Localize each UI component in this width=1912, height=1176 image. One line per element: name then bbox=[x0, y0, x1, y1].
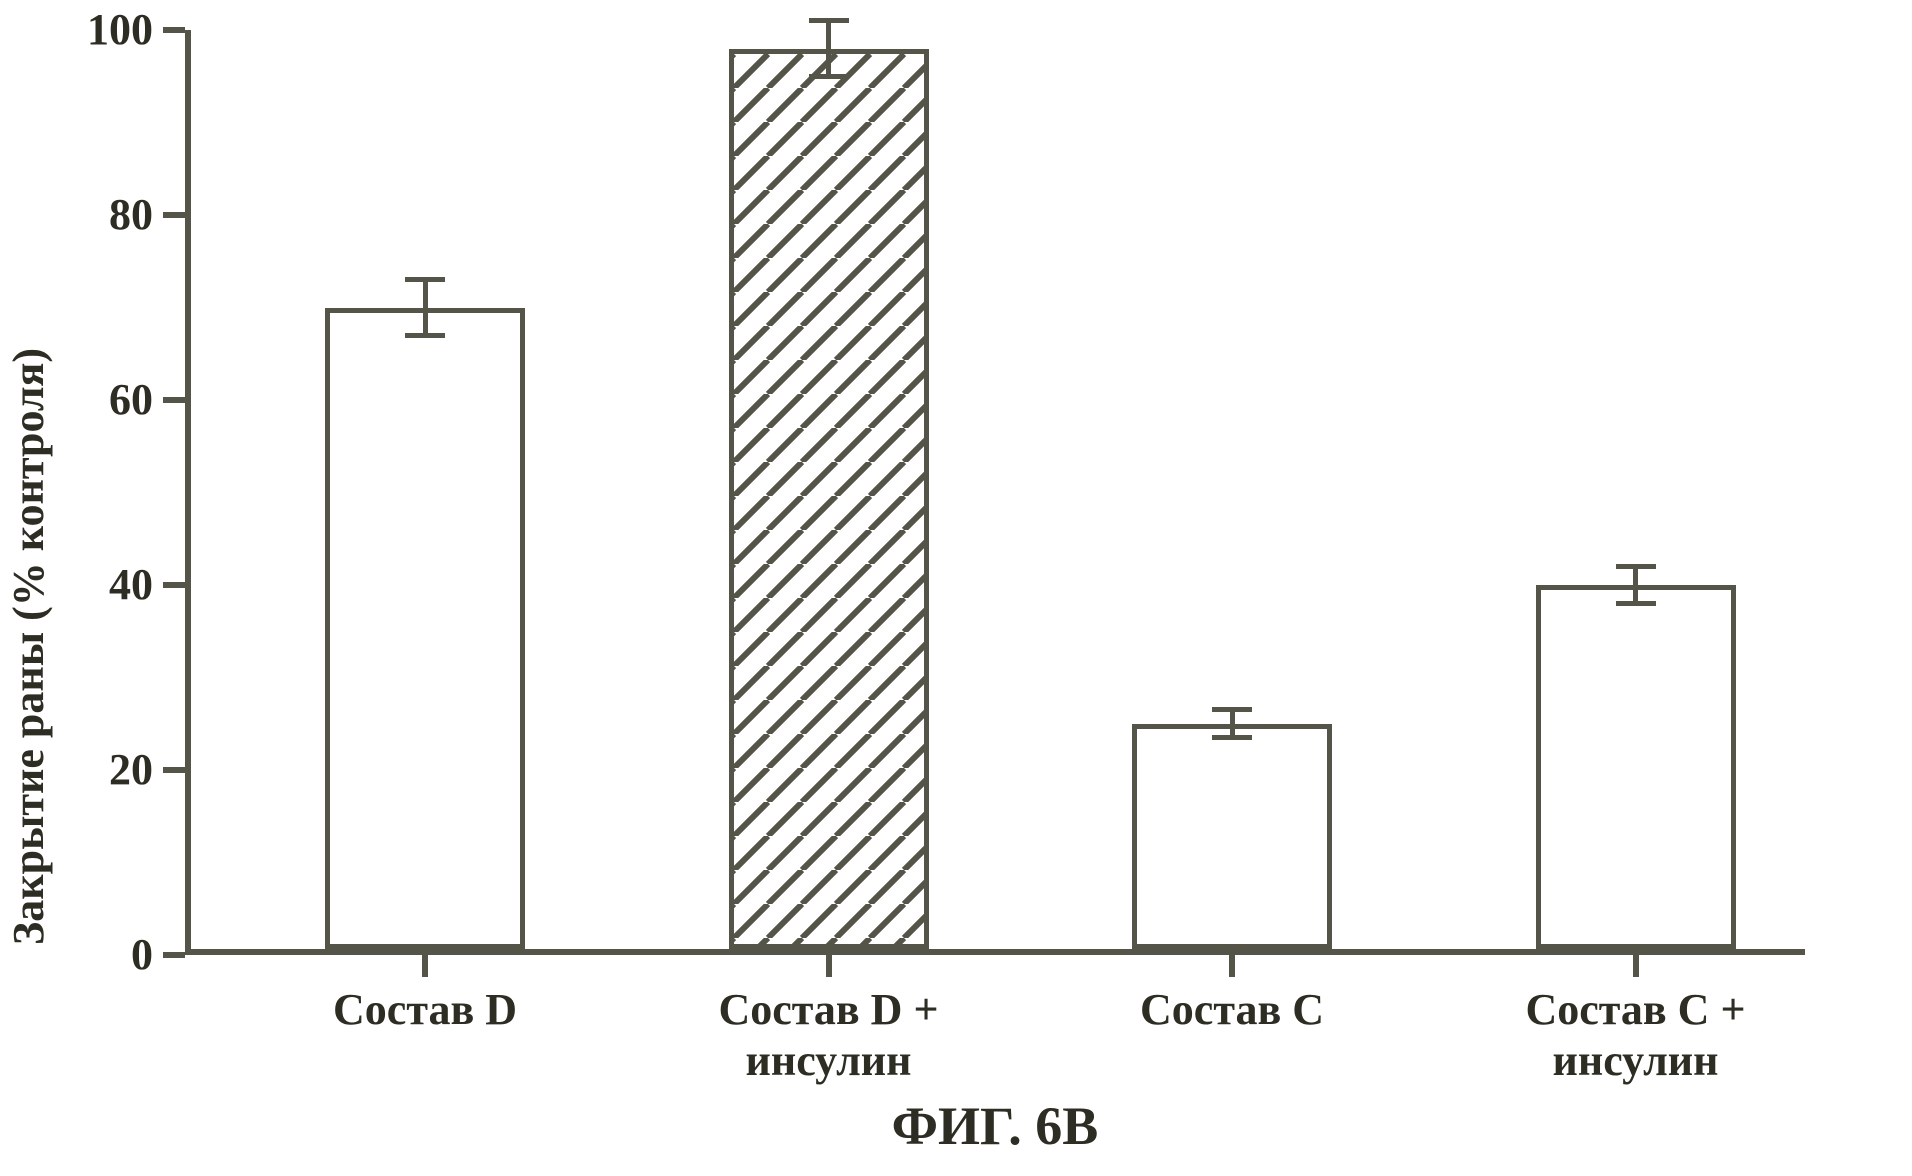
y-tick-label: 60 bbox=[53, 374, 153, 425]
x-tick bbox=[826, 955, 832, 977]
y-tick bbox=[163, 27, 185, 33]
bar bbox=[325, 308, 525, 950]
chart-container: Закрытие раны (% контроля) ФИГ. 6B 0 20 40… bbox=[0, 0, 1912, 1176]
error-bar bbox=[826, 21, 831, 77]
error-cap bbox=[809, 18, 849, 23]
error-cap bbox=[809, 74, 849, 79]
y-tick bbox=[163, 952, 185, 958]
bar bbox=[729, 49, 929, 950]
x-tick bbox=[1229, 955, 1235, 977]
error-bar bbox=[1230, 710, 1235, 738]
bar bbox=[1536, 585, 1736, 949]
x-axis-label: Состав D +инсулин bbox=[649, 985, 1009, 1086]
y-tick-label: 0 bbox=[53, 929, 153, 980]
y-tick-label: 20 bbox=[53, 744, 153, 795]
x-tick bbox=[422, 955, 428, 977]
y-tick-label: 40 bbox=[53, 559, 153, 610]
x-axis-label: Состав C +инсулин bbox=[1456, 985, 1816, 1086]
error-cap bbox=[1616, 601, 1656, 606]
error-bar bbox=[1633, 567, 1638, 604]
y-tick-label: 100 bbox=[53, 4, 153, 55]
y-tick-label: 80 bbox=[53, 189, 153, 240]
x-axis-label: Состав C bbox=[1052, 985, 1412, 1036]
error-cap bbox=[1616, 564, 1656, 569]
x-tick bbox=[1633, 955, 1639, 977]
y-tick bbox=[163, 397, 185, 403]
x-axis-label: Состав D bbox=[245, 985, 605, 1036]
bar bbox=[1132, 724, 1332, 949]
y-tick bbox=[163, 767, 185, 773]
error-cap bbox=[405, 333, 445, 338]
error-cap bbox=[1212, 707, 1252, 712]
y-tick bbox=[163, 582, 185, 588]
error-cap bbox=[1212, 735, 1252, 740]
y-tick bbox=[163, 212, 185, 218]
error-bar bbox=[423, 280, 428, 336]
error-cap bbox=[405, 277, 445, 282]
figure-caption: ФИГ. 6B bbox=[695, 1095, 1295, 1157]
y-axis-label: Закрытие раны (% контроля) bbox=[3, 348, 54, 945]
